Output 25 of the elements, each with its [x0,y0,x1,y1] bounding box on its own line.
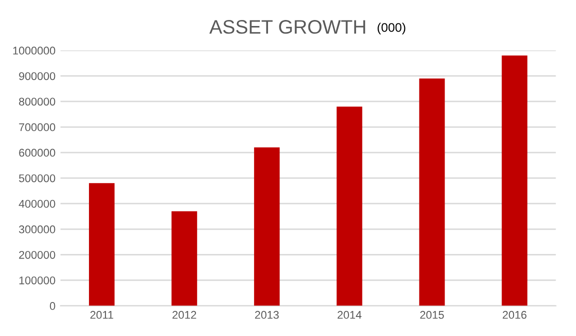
y-tick-label: 600000 [19,148,56,157]
x-tick-label: 2014 [338,310,362,319]
y-tick-label: 700000 [19,123,56,132]
y-tick-label: 200000 [19,250,56,259]
y-tick-label: 1000000 [13,46,56,55]
bar [254,147,280,306]
y-tick-label: 400000 [18,200,56,208]
bar [502,56,528,306]
y-tick-label: 500000 [18,174,56,182]
x-tick-label: 2015 [420,310,444,319]
y-tick-label: 0 [50,302,56,310]
y-tick-label: 900000 [19,72,56,80]
y-tick-label: 800000 [19,98,56,106]
y-tick-label: 100000 [19,276,56,284]
bar [336,106,362,306]
bar [88,183,115,306]
x-tick-label: 2016 [502,310,526,319]
chart-title: ASSET GROWTH [209,20,366,34]
chart-subtitle: (000) [378,22,406,34]
y-tick-label: 300000 [18,225,56,234]
x-tick-label: 2012 [172,310,196,319]
x-tick-label: 2011 [90,310,114,319]
bar [172,211,198,306]
x-tick-label: 2013 [255,310,279,319]
bar [419,78,445,306]
